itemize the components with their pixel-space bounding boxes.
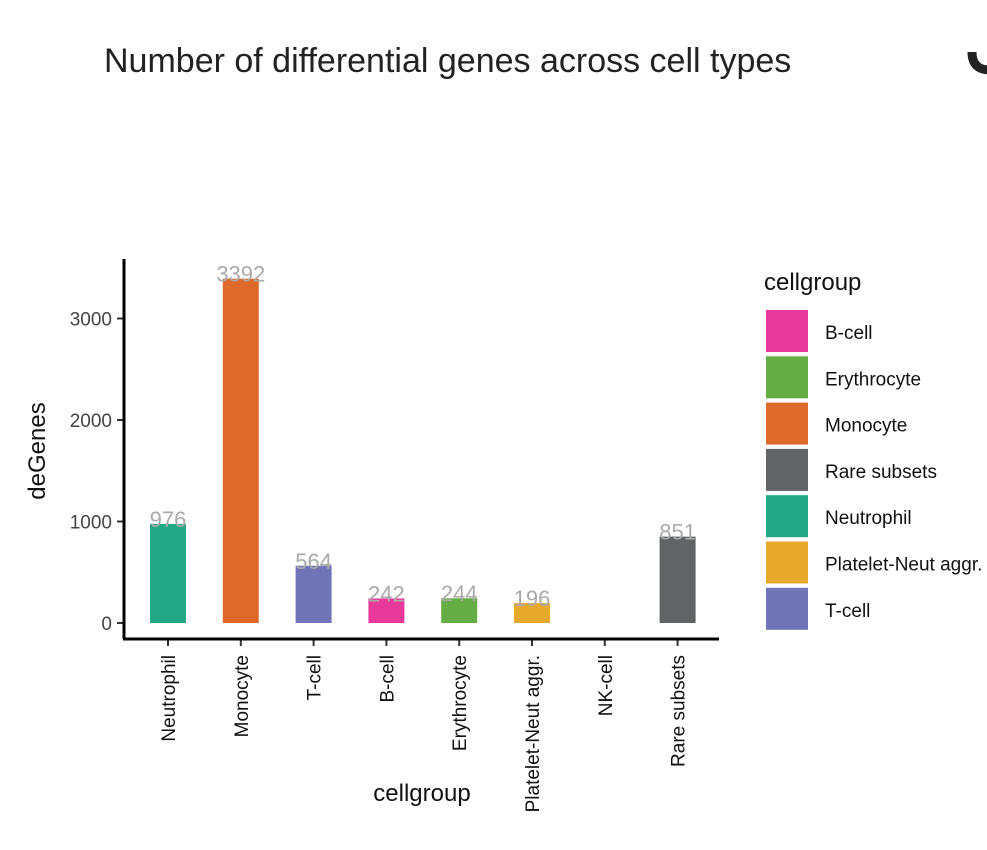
bar bbox=[514, 603, 550, 623]
plot-area: 0 1000 2000 3000 Neutrophil 976 Monocyte 3392 T-… bbox=[70, 262, 696, 813]
y-tick-label: 2000 bbox=[70, 411, 112, 432]
legend-label: Erythrocyte bbox=[825, 369, 921, 390]
legend-swatch bbox=[766, 541, 808, 584]
y-axis-title: deGenes bbox=[24, 402, 51, 499]
legend-label: T-cell bbox=[825, 601, 870, 622]
legend-swatch bbox=[766, 448, 808, 491]
legend-swatch bbox=[766, 402, 808, 445]
legend-label: B-cell bbox=[825, 323, 873, 344]
y-tick-label: 0 bbox=[101, 614, 112, 635]
legend: cellgroup B-cell Erythrocyte Monocyte Rare … bbox=[764, 269, 982, 630]
data-label: 196 bbox=[514, 586, 551, 611]
legend-swatch bbox=[766, 495, 808, 538]
legend-label: Rare subsets bbox=[825, 462, 937, 483]
bar bbox=[222, 278, 259, 623]
x-tick-label: B-cell bbox=[377, 655, 398, 703]
bar bbox=[150, 523, 186, 623]
y-tick-label: 3000 bbox=[70, 310, 112, 331]
title-overflow-glyph bbox=[967, 51, 987, 75]
bar bbox=[659, 536, 696, 623]
x-axis-title: cellgroup bbox=[373, 780, 470, 807]
legend-label: Neutrophil bbox=[825, 508, 912, 529]
x-tick-label: Platelet-Neut aggr. bbox=[523, 655, 544, 812]
data-label: 976 bbox=[150, 507, 187, 532]
x-tick-label: Monocyte bbox=[232, 655, 253, 737]
chart-title: Number of differential genes across cell… bbox=[104, 42, 791, 80]
y-tick-label: 1000 bbox=[70, 513, 112, 534]
data-label: 564 bbox=[295, 549, 332, 574]
x-tick-label: NK-cell bbox=[596, 655, 617, 716]
data-label: 242 bbox=[368, 581, 405, 606]
legend-label: Monocyte bbox=[825, 416, 907, 437]
data-label: 851 bbox=[659, 520, 696, 545]
legend-title: cellgroup bbox=[764, 269, 861, 296]
legend-swatch bbox=[766, 587, 808, 630]
legend-label: Platelet-Neut aggr. bbox=[825, 555, 982, 576]
bar bbox=[368, 598, 405, 623]
x-tick-label: Erythrocyte bbox=[450, 655, 471, 751]
x-tick-label: T-cell bbox=[305, 655, 326, 700]
data-label: 3392 bbox=[216, 262, 265, 287]
legend-swatch bbox=[766, 356, 808, 399]
bar bbox=[441, 598, 478, 623]
x-tick-label: Neutrophil bbox=[159, 655, 180, 742]
data-label: 244 bbox=[441, 581, 478, 606]
x-tick-label: Rare subsets bbox=[669, 655, 690, 767]
bar bbox=[295, 565, 332, 623]
legend-swatch bbox=[766, 310, 808, 352]
